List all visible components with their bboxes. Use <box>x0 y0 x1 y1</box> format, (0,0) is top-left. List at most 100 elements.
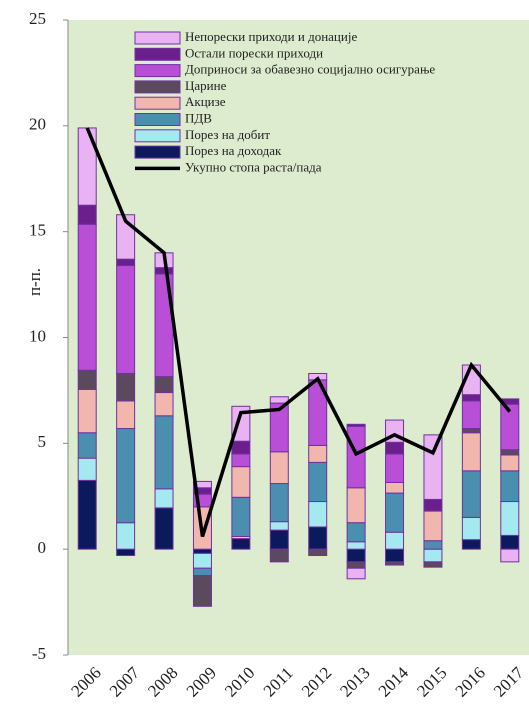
bar-segment <box>346 487 366 524</box>
bar-segment <box>77 432 97 459</box>
legend-swatch <box>134 96 181 110</box>
bar-segment <box>346 522 366 543</box>
y-axis-label: п-п. <box>25 268 44 296</box>
bar-segment <box>154 507 174 550</box>
x-tick-label: 2017 <box>490 663 528 701</box>
bar-segment <box>231 496 251 537</box>
legend-swatch <box>134 145 181 159</box>
bar-segment <box>308 548 328 557</box>
legend-label: Остали порески приходи <box>185 45 323 60</box>
legend-label: Доприноси за обавезно социјално осигурањ… <box>185 62 435 77</box>
bar-segment <box>77 223 97 371</box>
y-tick-label: 5 <box>38 432 47 451</box>
bar-segment <box>116 258 136 267</box>
bar-segment <box>346 548 366 563</box>
y-tick-label: 0 <box>38 538 47 557</box>
bar-segment <box>500 454 520 472</box>
bar-segment <box>385 453 405 483</box>
legend-label: Царине <box>185 78 227 93</box>
x-tick-label: 2009 <box>183 663 220 700</box>
bar-segment <box>116 265 136 374</box>
bar-segment <box>231 440 251 455</box>
bar-segment <box>500 501 520 536</box>
y-tick-label: 25 <box>29 9 46 28</box>
bar-segment <box>231 538 251 550</box>
bar-segment <box>77 204 97 225</box>
bar-segment <box>423 540 443 550</box>
legend-swatch <box>134 31 181 45</box>
bar-segment <box>269 483 289 523</box>
bar-segment <box>500 470 520 503</box>
bar-segment <box>308 444 328 463</box>
bar-segment <box>423 434 443 500</box>
bar-segment <box>269 396 289 404</box>
bar-segment <box>192 548 212 554</box>
total-line <box>85 127 512 537</box>
bar-segment <box>500 534 520 550</box>
bar-segment <box>192 567 212 577</box>
bar-segment <box>461 539 481 550</box>
bar-segment <box>346 567 366 580</box>
bar-segment <box>461 516 481 541</box>
bar-segment <box>231 466 251 498</box>
bar-segment <box>116 372 136 402</box>
bar-segment <box>461 432 481 472</box>
bar-segment <box>385 492 405 533</box>
bar-segment <box>423 498 443 512</box>
bar-segment <box>308 501 328 528</box>
bar-segment <box>346 541 366 550</box>
bar-segment <box>154 376 174 394</box>
bar-segment <box>192 480 212 489</box>
legend-label: Акцизе <box>185 94 226 109</box>
bar-segment <box>269 521 289 531</box>
legend-swatch <box>134 47 181 61</box>
bar-segment <box>116 428 136 524</box>
bar-segment <box>461 394 481 402</box>
y-tick-label: 10 <box>29 326 46 345</box>
legend-label: Порез на доходак <box>185 143 282 158</box>
bar-segment <box>231 453 251 468</box>
legend-label: Непорески приходи и донације <box>185 29 357 44</box>
bar-segment <box>116 400 136 430</box>
bar-segment <box>461 428 481 434</box>
y-tick-label: 20 <box>29 115 46 134</box>
bar-segment <box>77 479 97 550</box>
bar-segment <box>154 488 174 509</box>
bar-segment <box>308 461 328 503</box>
x-tick-label: 2015 <box>413 663 450 700</box>
bar-segment <box>269 451 289 485</box>
bar-segment <box>269 548 289 563</box>
y-tick-label: 15 <box>29 221 46 240</box>
bar-segment <box>385 481 405 494</box>
bar-segment <box>385 441 405 455</box>
bar-segment <box>461 400 481 430</box>
x-tick-label: 2014 <box>375 663 413 701</box>
x-tick-label: 2007 <box>106 663 144 701</box>
bar-segment <box>385 531 405 550</box>
x-tick-label: 2016 <box>452 663 489 700</box>
legend-swatch <box>134 129 181 143</box>
bar-segment <box>500 449 520 456</box>
bar-segment <box>308 526 328 550</box>
bar-segment <box>77 457 97 481</box>
x-tick-label: 2011 <box>260 663 297 700</box>
bar-segment <box>77 388 97 434</box>
bar-segment <box>385 561 405 566</box>
x-tick-label: 2006 <box>67 663 104 700</box>
bar-segment <box>346 423 366 427</box>
legend-label: Порез на добит <box>185 127 270 142</box>
bar-segment <box>116 548 136 557</box>
bar-segment <box>423 510 443 542</box>
bar-segment <box>154 415 174 490</box>
x-tick-label: 2013 <box>336 663 373 700</box>
legend-label: ПДВ <box>185 110 212 125</box>
bar-segment <box>192 552 212 569</box>
legend-label: Укупно стопа раста/пада <box>185 159 322 174</box>
bar-segment <box>346 425 366 489</box>
bar-segment <box>192 575 212 607</box>
bar-segment <box>461 470 481 518</box>
bar-segment <box>423 561 443 568</box>
bar-segment <box>154 267 174 275</box>
bar-segment <box>269 529 289 550</box>
